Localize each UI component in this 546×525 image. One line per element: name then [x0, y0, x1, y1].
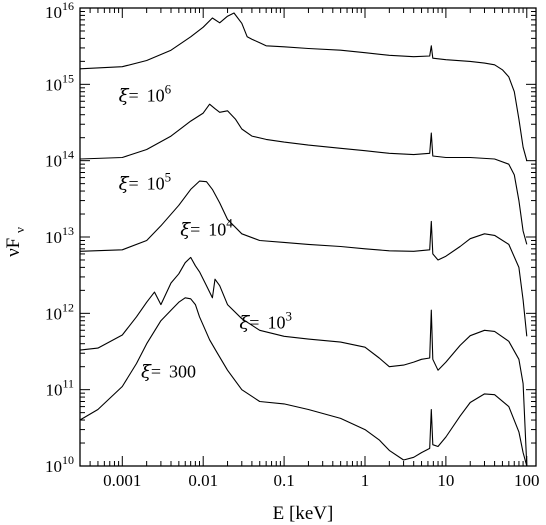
annotation-label: ξ= 106	[119, 81, 172, 106]
y-tick-base: 10	[45, 3, 62, 22]
annotation-symbol: ξ	[180, 219, 191, 240]
y-tick-exponent: 14	[62, 148, 74, 162]
x-tick-label: 0.001	[103, 471, 141, 490]
y-tick-label: 1013	[45, 224, 74, 247]
y-tick-exponent: 16	[62, 0, 74, 13]
series-line-xi-300	[79, 297, 528, 467]
x-tick-label: 0.1	[273, 471, 294, 490]
annotation-equals: =	[151, 361, 161, 381]
annotation-equals: =	[190, 219, 200, 239]
annotation-label: ξ= 104	[180, 215, 233, 240]
y-tick-base: 10	[45, 304, 62, 323]
annotation-exponent: 5	[165, 169, 172, 184]
plot-border	[79, 7, 537, 467]
annotation-value: 300	[169, 361, 196, 381]
y-tick-label: 1015	[45, 71, 74, 94]
y-tick-base: 10	[45, 228, 62, 247]
y-tick-label: 1012	[45, 300, 74, 323]
annotation-value: 10	[147, 173, 165, 193]
annotation-exponent: 3	[285, 309, 292, 324]
annotation-symbol: ξ	[141, 361, 152, 382]
y-tick-base: 10	[45, 457, 62, 476]
series-line-xi-1000000	[79, 12, 528, 161]
y-axis-label-sub: ν	[12, 227, 27, 233]
svg-text:νF ν: νF ν	[3, 227, 27, 257]
annotation-exponent: 4	[226, 215, 233, 230]
annotation-label: ξ= 103	[239, 309, 292, 334]
y-tick-label: 1010	[45, 453, 74, 476]
annotation-symbol: ξ	[119, 85, 130, 106]
annotation-exponent: 6	[165, 81, 172, 96]
series-group	[79, 12, 528, 467]
annotation-symbol: ξ	[239, 313, 250, 334]
annotation-label: ξ= 105	[119, 169, 172, 194]
series-line-xi-10000	[79, 180, 528, 337]
annotation-value: 10	[267, 313, 285, 333]
series-line-xi-1000	[79, 256, 528, 467]
x-tick-label: 1	[361, 471, 370, 490]
x-tick-label: 100	[514, 471, 540, 490]
y-tick-exponent: 12	[62, 300, 74, 314]
y-tick-base: 10	[45, 381, 62, 400]
annotation-label: ξ= 300	[141, 361, 196, 382]
axis-ticks: 0.001 0.01 0.1 1 10 1001010101110121013101410…	[45, 0, 540, 490]
y-tick-label: 1014	[45, 148, 74, 171]
y-tick-exponent: 15	[62, 71, 74, 85]
x-tick-label: 10	[437, 471, 454, 490]
y-tick-label: 1016	[45, 0, 74, 22]
annotation-equals: =	[249, 313, 259, 333]
y-axis-label-base: νF	[3, 238, 24, 257]
annotation-symbol: ξ	[119, 173, 130, 194]
y-tick-label: 1011	[45, 377, 74, 400]
annotation-equals: =	[129, 85, 139, 105]
y-tick-exponent: 11	[62, 377, 74, 391]
y-tick-exponent: 13	[62, 224, 74, 238]
series-line-xi-100000	[79, 103, 528, 245]
y-tick-base: 10	[45, 75, 62, 94]
x-axis-label: E [keV]	[273, 503, 334, 524]
x-tick-label: 0.01	[188, 471, 218, 490]
annotation-value: 10	[208, 219, 226, 239]
y-tick-base: 10	[45, 152, 62, 171]
annotation-equals: =	[129, 173, 139, 193]
plot-frame	[79, 7, 537, 467]
y-tick-exponent: 10	[62, 453, 74, 467]
y-axis-label: νF ν	[3, 227, 27, 257]
annotation-value: 10	[147, 85, 165, 105]
